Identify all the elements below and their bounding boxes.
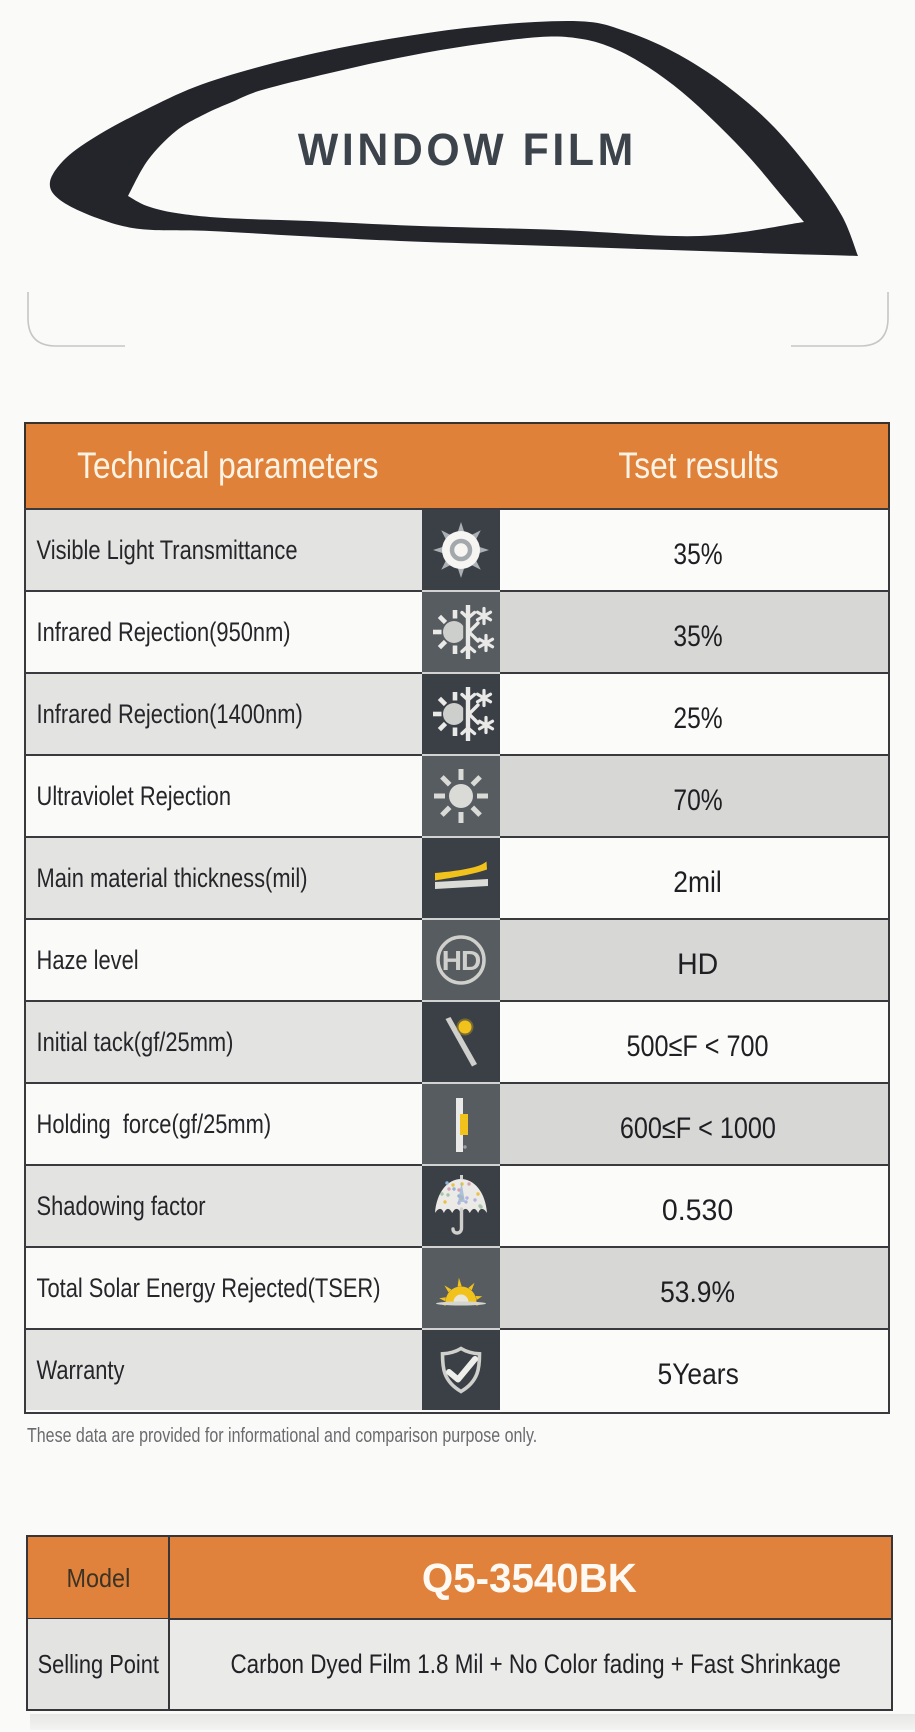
svg-text:HD: HD <box>442 945 481 976</box>
